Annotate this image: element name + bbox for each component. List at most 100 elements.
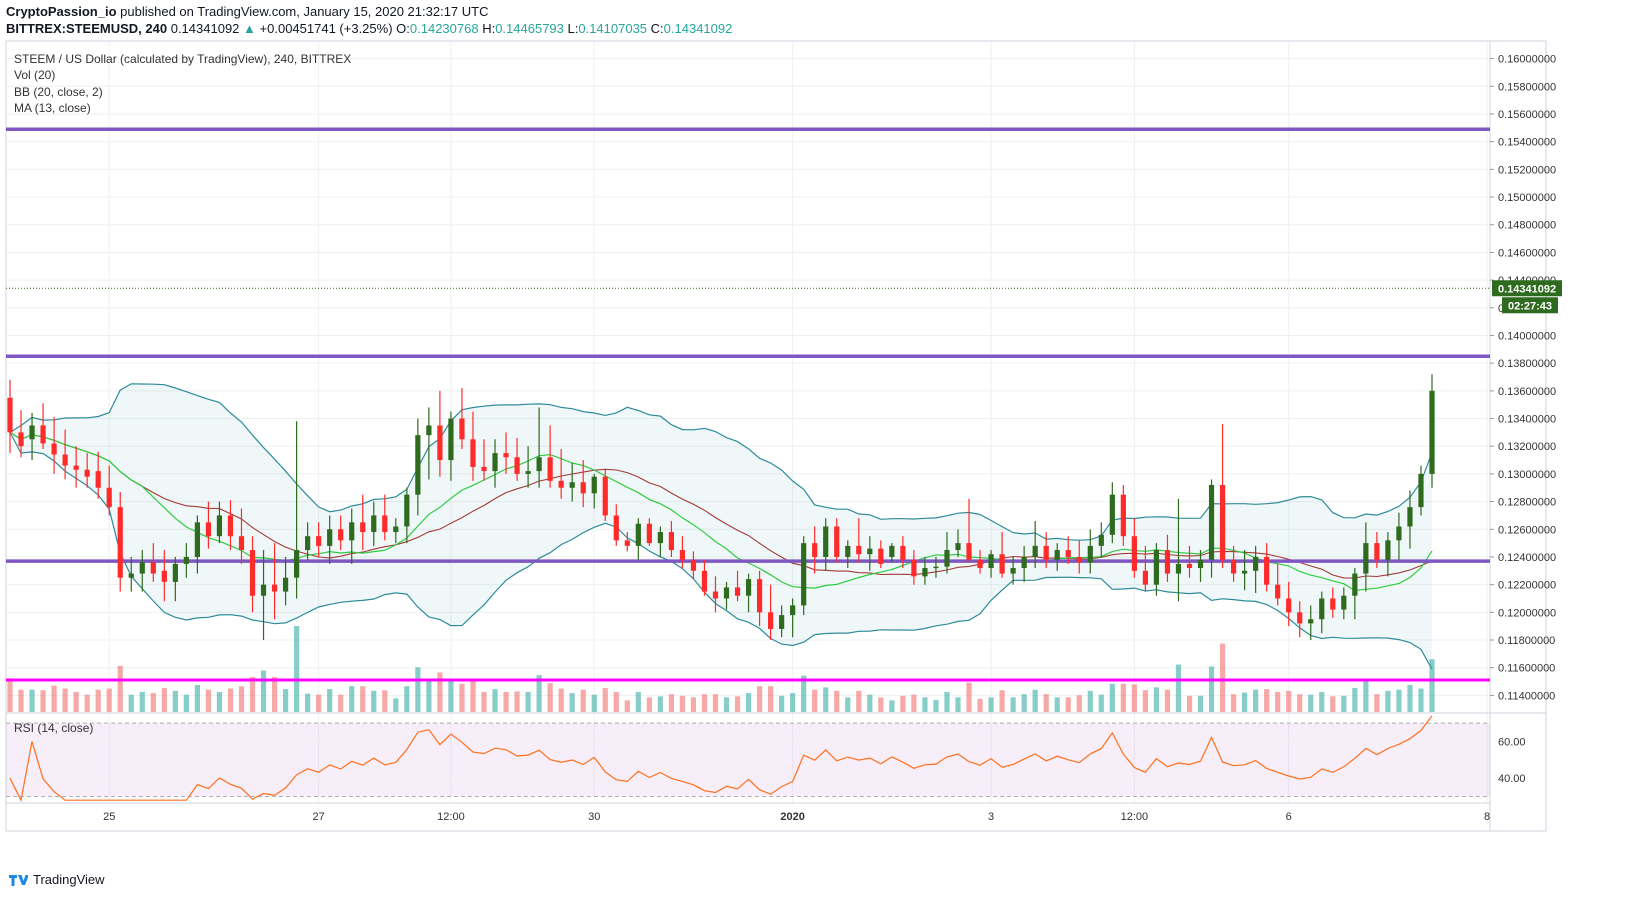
candle-body	[845, 545, 851, 557]
publication-line: CryptoPassion_io published on TradingVie…	[6, 4, 489, 19]
time-tick-label: 12:00	[437, 811, 465, 823]
candle-body	[867, 548, 873, 555]
candle-body	[40, 425, 46, 444]
volume-bar	[1429, 659, 1435, 712]
candle-body	[371, 515, 377, 533]
volume-bar	[646, 697, 652, 712]
volume-bar	[801, 675, 807, 712]
rsi-pane[interactable]: 60.00 40.00	[6, 715, 1526, 803]
ma-legend[interactable]: MA (13, close)	[14, 101, 91, 115]
price-axis[interactable]: 0.16000000 0.15800000 0.15600000 0.15400000…	[1490, 54, 1556, 703]
volume-bar	[536, 675, 542, 712]
volume-bar	[779, 695, 785, 712]
candle-body	[18, 432, 24, 447]
volume-bar	[294, 626, 300, 712]
candle-body	[437, 425, 443, 461]
candle-body	[591, 476, 597, 494]
candle-body	[349, 522, 355, 541]
symbol-label[interactable]: BITTREX:STEEMUSD, 240	[6, 21, 168, 36]
volume-bar	[437, 672, 443, 712]
volume-bar	[1076, 695, 1082, 712]
candle-body	[900, 545, 906, 560]
volume-bar	[1197, 695, 1204, 712]
volume-bar	[183, 694, 189, 712]
volume-bar	[591, 694, 597, 712]
volume-bar	[602, 687, 608, 712]
published-text: published on TradingView.com, January 15…	[120, 4, 489, 19]
volume-bar	[823, 687, 829, 712]
volume-bar	[1264, 689, 1270, 712]
candle-body	[889, 545, 895, 557]
volume-bar	[922, 697, 928, 712]
time-tick-label: 12:00	[1121, 811, 1149, 823]
vol-legend[interactable]: Vol (20)	[14, 68, 56, 82]
open-value: 0.14230768	[409, 21, 479, 36]
candle-body	[1120, 494, 1126, 537]
candle-body	[393, 526, 399, 533]
volume-bar	[955, 697, 961, 712]
volume-bar	[62, 688, 68, 712]
volume-bar	[282, 689, 289, 712]
volume-bar	[768, 686, 774, 712]
volume-bar	[448, 680, 454, 712]
volume-bar	[1153, 687, 1160, 712]
candle-body	[503, 453, 509, 458]
volume-bar	[271, 676, 278, 712]
chart-title: STEEM / US Dollar (calculated by Trading…	[14, 52, 352, 66]
candle-body	[271, 584, 278, 592]
volume-bar	[569, 693, 575, 712]
candle-body	[801, 543, 807, 606]
volume-bar	[40, 690, 46, 712]
volume-bar	[426, 678, 432, 712]
volume-bar	[756, 686, 763, 712]
bb-legend[interactable]: BB (20, close, 2)	[14, 85, 103, 99]
candle-body	[701, 570, 708, 592]
bb-basis-line	[9, 431, 1433, 579]
price-tick-label: 0.13400000	[1498, 414, 1556, 426]
volume-bar	[371, 690, 377, 712]
candle-body	[547, 457, 553, 481]
rsi-legend[interactable]: RSI (14, close)	[14, 721, 94, 735]
volume-bar	[1297, 694, 1303, 712]
candle-body	[294, 550, 300, 578]
volume-bar	[1032, 689, 1038, 712]
volume-bar	[128, 694, 134, 712]
price-tick-label: 0.12800000	[1498, 497, 1556, 509]
volume-bar	[856, 690, 862, 712]
candle-body	[382, 515, 388, 533]
volume-bar	[150, 693, 156, 712]
candle-body	[316, 536, 322, 546]
candle-body	[646, 523, 652, 544]
footer-branding[interactable]: TradingView	[8, 872, 105, 887]
author-name[interactable]: CryptoPassion_io	[6, 4, 117, 19]
price-tick-label: 0.11400000	[1498, 690, 1555, 702]
candle-body	[834, 526, 840, 557]
candle-body	[1341, 595, 1347, 610]
candle-body	[580, 482, 586, 494]
candle-body	[62, 454, 68, 466]
candles[interactable]	[7, 374, 1435, 641]
volume-bar	[1142, 690, 1148, 712]
volume-bar	[492, 689, 498, 712]
candle-body	[1142, 570, 1148, 585]
candle-body	[1153, 550, 1160, 585]
candle-body	[823, 526, 829, 557]
volume-bar	[18, 689, 24, 712]
candle-body	[977, 559, 983, 569]
candle-body	[1418, 473, 1424, 508]
volume-bar	[117, 665, 123, 712]
volume-bar	[216, 691, 223, 712]
candle-body	[470, 439, 476, 467]
candle-body	[745, 579, 752, 596]
candle-body	[1275, 584, 1281, 599]
price-tick-label: 0.15800000	[1498, 81, 1556, 93]
candle-body	[525, 471, 531, 474]
candle-body	[1319, 598, 1325, 620]
volume-bar	[977, 698, 983, 712]
candle-body	[1330, 598, 1336, 610]
volume-bar	[1010, 697, 1016, 712]
volume-bar	[305, 693, 311, 712]
volume-bar	[1341, 695, 1347, 712]
